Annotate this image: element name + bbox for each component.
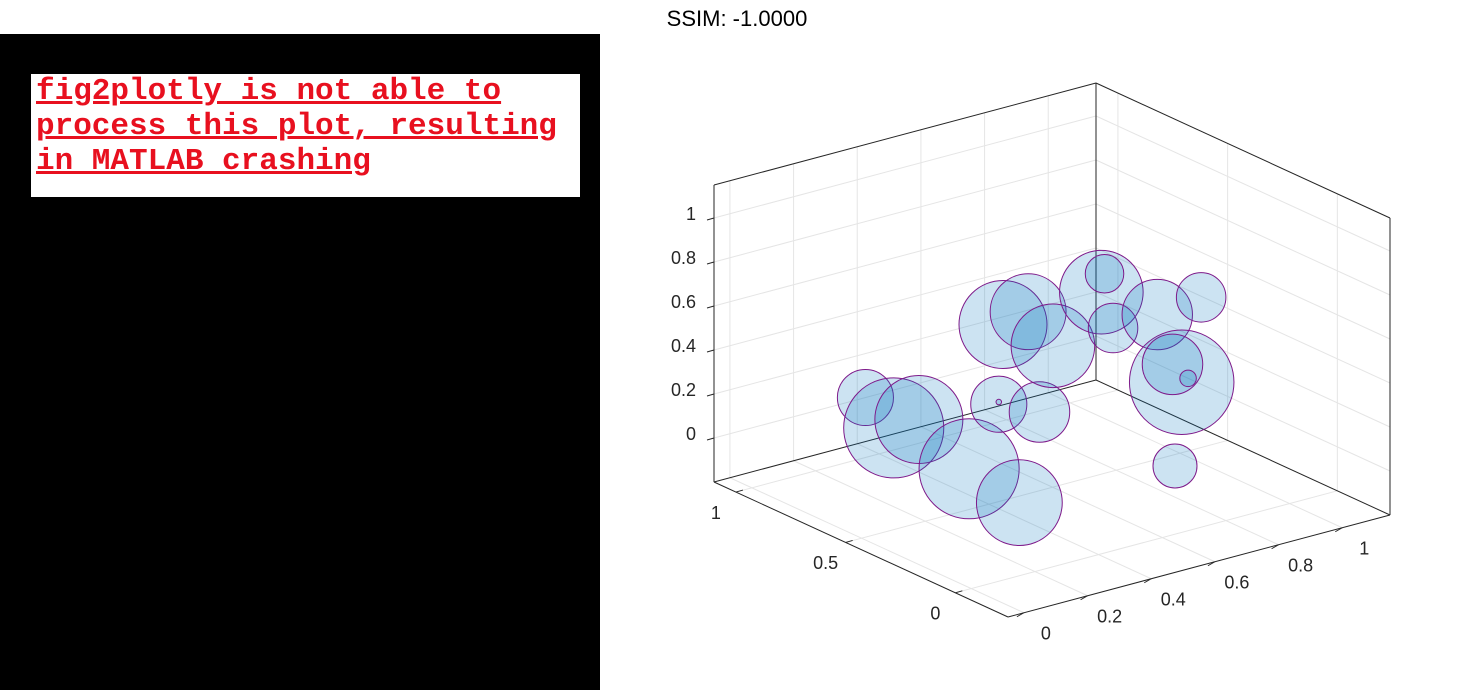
x-tick	[1144, 578, 1152, 584]
grid-line	[1095, 159, 1391, 296]
grid-line	[713, 203, 1097, 307]
axis-box	[1007, 514, 1391, 618]
bubble	[975, 459, 1063, 546]
axis-box	[713, 481, 1009, 618]
grid-line	[713, 115, 1097, 219]
notice-line: in MATLAB crashing	[36, 144, 371, 179]
bubble	[1121, 278, 1193, 351]
notice-line: process this plot, resulting	[36, 109, 557, 144]
bubble	[1087, 302, 1139, 354]
x-tick-label: 0.8	[1288, 556, 1313, 576]
x-tick-label: 0	[1041, 624, 1051, 644]
x-tick-label: 0.6	[1224, 573, 1249, 593]
grid-line	[713, 335, 1097, 439]
grid-line	[1095, 247, 1391, 384]
grid-line	[713, 247, 1097, 351]
z-tick	[706, 437, 715, 441]
grid-line	[1095, 115, 1391, 252]
z-tick	[706, 305, 715, 309]
grid-line	[713, 159, 1097, 263]
grid-line	[920, 426, 1216, 563]
z-tick-label: 0.4	[671, 336, 696, 356]
grid-line	[1048, 392, 1343, 529]
axis-box	[713, 82, 1097, 186]
y-tick-label: 0	[930, 604, 940, 624]
y-tick-label: 0.5	[813, 553, 838, 573]
notice-line: fig2plotly is not able to	[36, 74, 502, 109]
x-tick	[1335, 527, 1343, 533]
z-tick	[706, 217, 715, 221]
z-tick	[706, 393, 715, 397]
z-tick-label: 0.6	[671, 292, 696, 312]
y-tick	[955, 590, 963, 594]
grid-line	[1095, 291, 1391, 428]
grid-line	[1095, 203, 1391, 340]
z-tick-label: 0	[686, 424, 696, 444]
x-tick	[1080, 595, 1088, 601]
bubble	[1010, 303, 1096, 389]
chart-title: SSIM: -1.0000	[667, 6, 808, 31]
bubble	[1141, 333, 1204, 396]
bubble	[958, 279, 1048, 369]
y-tick	[845, 539, 853, 543]
grid-line	[955, 490, 1338, 594]
z-tick-label: 1	[686, 204, 696, 224]
z-tick-label: 0.2	[671, 380, 696, 400]
grid-line	[984, 409, 1279, 546]
bubble	[995, 398, 1003, 406]
bubble	[1179, 369, 1197, 388]
axis-box	[1095, 379, 1391, 516]
axis-box	[1095, 82, 1391, 219]
bubble	[1175, 272, 1227, 323]
x-tick	[1016, 612, 1025, 618]
z-tick	[706, 261, 715, 265]
y-tick-label: 1	[711, 503, 721, 523]
bubble	[1152, 443, 1198, 489]
x-tick	[1271, 544, 1279, 550]
x-tick-label: 1	[1359, 539, 1369, 559]
error-notice: fig2plotly is not able to process this p…	[31, 74, 580, 197]
bubble	[918, 418, 1020, 520]
bubble	[836, 368, 894, 427]
x-tick	[1207, 561, 1216, 567]
bubble	[1128, 329, 1235, 435]
grid-line	[793, 460, 1088, 597]
grid-line	[857, 443, 1152, 580]
axis-box	[713, 379, 1097, 483]
z-tick	[706, 349, 715, 353]
x-tick-label: 0.2	[1097, 607, 1122, 627]
y-tick	[735, 489, 744, 493]
z-tick-label: 0.8	[671, 248, 696, 268]
grid-line	[729, 477, 1025, 614]
bubble	[1084, 253, 1125, 294]
x-tick-label: 0.4	[1161, 590, 1186, 610]
grid-line	[1095, 335, 1391, 472]
bubble	[843, 377, 945, 479]
bubble	[1008, 381, 1071, 443]
bubble	[970, 375, 1028, 433]
error-panel: fig2plotly is not able to process this p…	[0, 34, 600, 690]
grid-line	[845, 439, 1228, 543]
